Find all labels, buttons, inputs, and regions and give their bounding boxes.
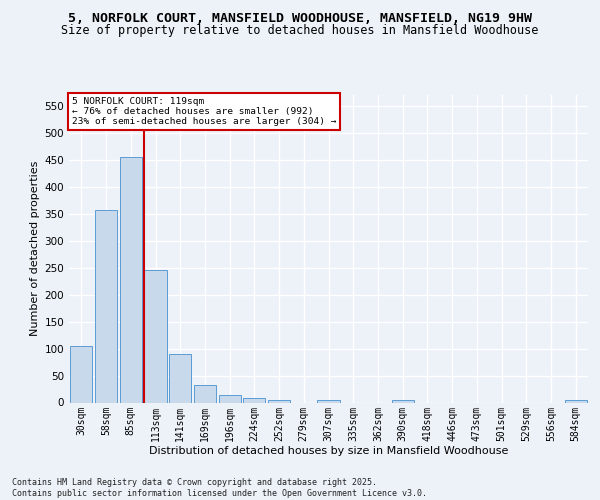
Text: Size of property relative to detached houses in Mansfield Woodhouse: Size of property relative to detached ho… [61, 24, 539, 37]
Bar [218, 396, 241, 402]
X-axis label: Distribution of detached houses by size in Mansfield Woodhouse: Distribution of detached houses by size … [149, 446, 508, 456]
Bar [317, 400, 340, 402]
Bar [243, 398, 265, 402]
Text: Contains HM Land Registry data © Crown copyright and database right 2025.
Contai: Contains HM Land Registry data © Crown c… [12, 478, 427, 498]
Bar [392, 400, 414, 402]
Bar [119, 156, 142, 402]
Bar [70, 346, 92, 403]
Text: 5 NORFOLK COURT: 119sqm
← 76% of detached houses are smaller (992)
23% of semi-d: 5 NORFOLK COURT: 119sqm ← 76% of detache… [71, 96, 336, 126]
Bar [169, 354, 191, 403]
Bar [95, 210, 117, 402]
Bar [145, 270, 167, 402]
Y-axis label: Number of detached properties: Number of detached properties [30, 161, 40, 336]
Bar [565, 400, 587, 402]
Bar [194, 385, 216, 402]
Text: 5, NORFOLK COURT, MANSFIELD WOODHOUSE, MANSFIELD, NG19 9HW: 5, NORFOLK COURT, MANSFIELD WOODHOUSE, M… [68, 12, 532, 26]
Bar [268, 400, 290, 402]
